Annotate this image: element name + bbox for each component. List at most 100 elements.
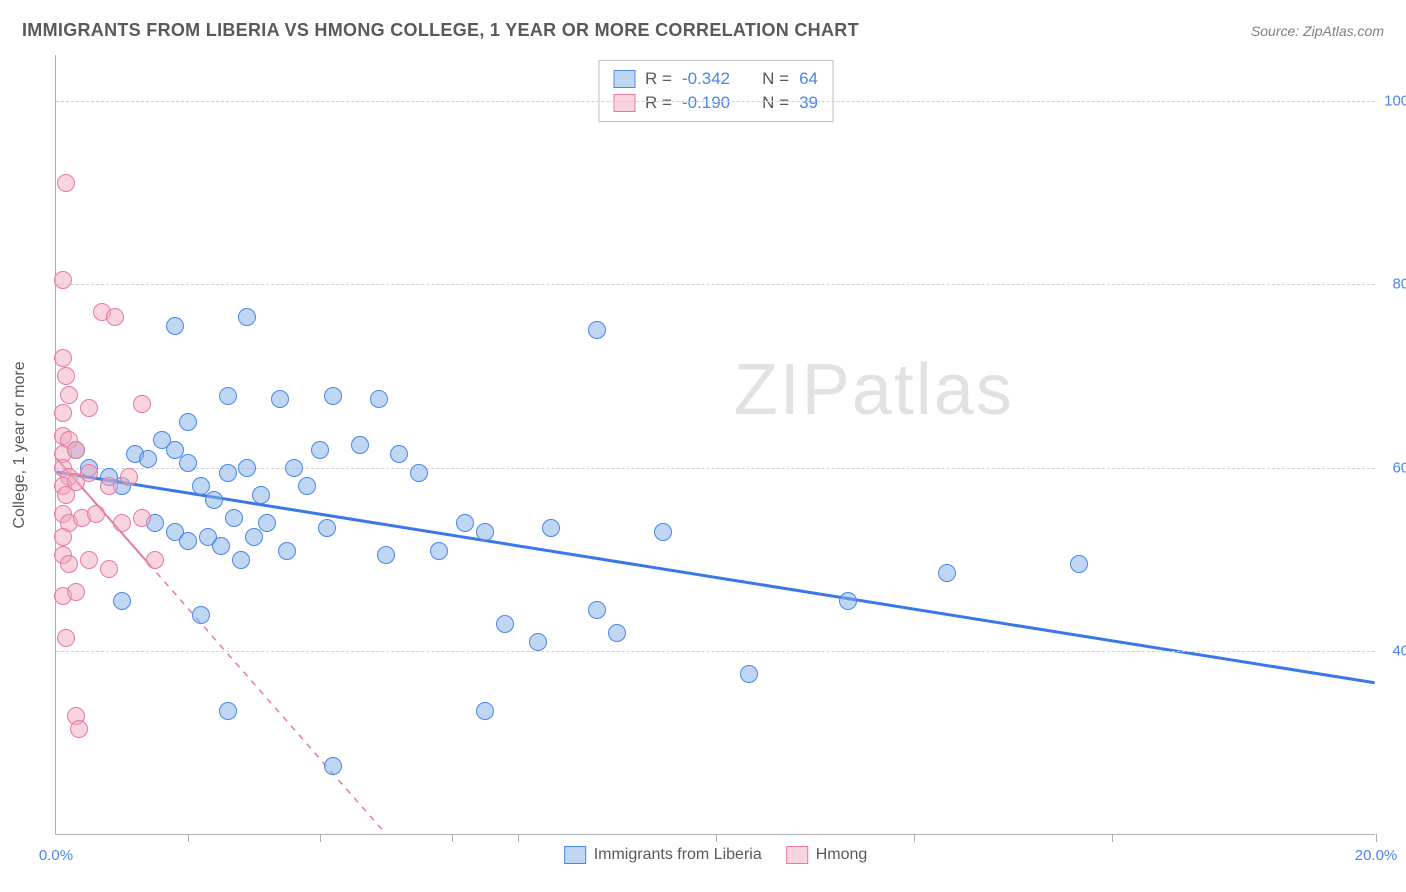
x-tick-label: 0.0% xyxy=(39,847,73,864)
scatter-point xyxy=(179,413,197,431)
scatter-point xyxy=(298,477,316,495)
scatter-point xyxy=(179,532,197,550)
legend-series: Immigrants from Liberia Hmong xyxy=(564,846,868,864)
scatter-point xyxy=(225,509,243,527)
scatter-point xyxy=(219,702,237,720)
scatter-point xyxy=(529,633,547,651)
scatter-point xyxy=(232,551,250,569)
scatter-point xyxy=(285,459,303,477)
scatter-point xyxy=(476,523,494,541)
scatter-point xyxy=(60,555,78,573)
x-tick xyxy=(188,834,189,842)
legend-r-label: R = xyxy=(645,93,672,113)
legend-swatch xyxy=(613,94,635,112)
legend-r-label: R = xyxy=(645,69,672,89)
watermark: ZIPatlas xyxy=(734,349,1014,431)
scatter-point xyxy=(311,441,329,459)
scatter-point xyxy=(238,308,256,326)
legend-n-label: N = xyxy=(762,69,789,89)
scatter-point xyxy=(100,477,118,495)
x-tick xyxy=(1112,834,1113,842)
scatter-point xyxy=(212,537,230,555)
scatter-point xyxy=(192,606,210,624)
legend-series-label: Hmong xyxy=(816,846,868,864)
gridline xyxy=(56,651,1375,652)
scatter-point xyxy=(54,528,72,546)
legend-series-item: Hmong xyxy=(786,846,868,864)
x-tick xyxy=(452,834,453,842)
scatter-point xyxy=(67,441,85,459)
scatter-point xyxy=(938,564,956,582)
scatter-point xyxy=(324,757,342,775)
scatter-point xyxy=(133,395,151,413)
legend-correlation-row: R = -0.342 N = 64 xyxy=(613,67,818,91)
scatter-point xyxy=(60,386,78,404)
scatter-point xyxy=(54,271,72,289)
legend-swatch xyxy=(564,846,586,864)
scatter-point xyxy=(166,317,184,335)
gridline xyxy=(56,284,1375,285)
x-tick-label: 20.0% xyxy=(1355,847,1398,864)
scatter-point xyxy=(410,464,428,482)
scatter-point xyxy=(57,629,75,647)
scatter-point xyxy=(146,551,164,569)
scatter-point xyxy=(219,464,237,482)
legend-n-label: N = xyxy=(762,93,789,113)
scatter-point xyxy=(87,505,105,523)
legend-correlation: R = -0.342 N = 64 R = -0.190 N = 39 xyxy=(598,60,833,122)
legend-r-value: -0.190 xyxy=(682,93,730,113)
x-tick xyxy=(914,834,915,842)
scatter-point xyxy=(740,665,758,683)
chart-source: Source: ZipAtlas.com xyxy=(1251,23,1384,39)
scatter-point xyxy=(351,436,369,454)
x-tick xyxy=(716,834,717,842)
scatter-point xyxy=(80,551,98,569)
scatter-point xyxy=(238,459,256,477)
scatter-point xyxy=(496,615,514,633)
legend-series-item: Immigrants from Liberia xyxy=(564,846,762,864)
scatter-point xyxy=(57,174,75,192)
scatter-point xyxy=(252,486,270,504)
scatter-point xyxy=(430,542,448,560)
x-tick xyxy=(1376,834,1377,842)
scatter-point xyxy=(258,514,276,532)
scatter-point xyxy=(133,509,151,527)
scatter-point xyxy=(476,702,494,720)
legend-correlation-row: R = -0.190 N = 39 xyxy=(613,91,818,115)
scatter-point xyxy=(67,583,85,601)
scatter-point xyxy=(57,367,75,385)
scatter-point xyxy=(179,454,197,472)
scatter-point xyxy=(80,399,98,417)
scatter-point xyxy=(106,308,124,326)
trend-lines xyxy=(56,55,1375,834)
scatter-point xyxy=(100,560,118,578)
scatter-point xyxy=(588,321,606,339)
legend-r-value: -0.342 xyxy=(682,69,730,89)
scatter-point xyxy=(80,464,98,482)
chart-header: IMMIGRANTS FROM LIBERIA VS HMONG COLLEGE… xyxy=(22,20,1384,41)
scatter-point xyxy=(588,601,606,619)
legend-swatch xyxy=(613,70,635,88)
legend-n-value: 64 xyxy=(799,69,818,89)
scatter-point xyxy=(120,468,138,486)
scatter-point xyxy=(113,592,131,610)
scatter-point xyxy=(377,546,395,564)
y-axis-label: College, 1 year or more xyxy=(11,361,29,528)
scatter-point xyxy=(271,390,289,408)
scatter-point xyxy=(456,514,474,532)
scatter-point xyxy=(839,592,857,610)
y-tick-label: 40.0% xyxy=(1392,643,1406,660)
scatter-point xyxy=(219,387,237,405)
scatter-point xyxy=(654,523,672,541)
scatter-point xyxy=(113,514,131,532)
scatter-point xyxy=(54,349,72,367)
scatter-point xyxy=(1070,555,1088,573)
scatter-point xyxy=(390,445,408,463)
scatter-point xyxy=(139,450,157,468)
scatter-point xyxy=(542,519,560,537)
scatter-point xyxy=(54,404,72,422)
legend-n-value: 39 xyxy=(799,93,818,113)
gridline xyxy=(56,101,1375,102)
scatter-point xyxy=(324,387,342,405)
y-tick-label: 60.0% xyxy=(1392,459,1406,476)
